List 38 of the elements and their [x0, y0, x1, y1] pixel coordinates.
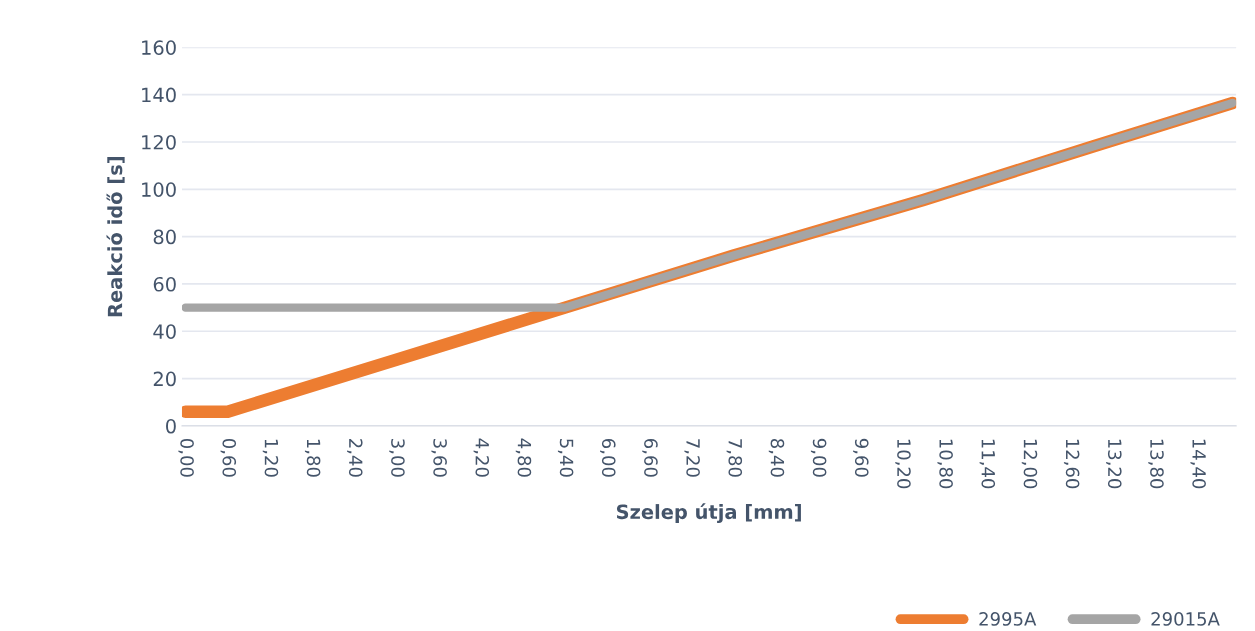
x-tick-label: 7,80: [726, 439, 743, 477]
x-tick-label: 5,40: [557, 439, 574, 477]
x-tick-label: 4,20: [473, 438, 490, 477]
x-tick-label: 13,20: [1106, 439, 1122, 489]
x-tick-label: 10,20: [895, 439, 911, 489]
x-tick-label: 0,60: [220, 438, 237, 477]
x-tick-label: 0,00: [178, 438, 194, 477]
y-tick-label: 160: [142, 40, 176, 55]
x-tick-label: 8,40: [768, 438, 785, 477]
x-tick-label: 1,80: [304, 439, 321, 477]
x-tick-label: 12,00: [1021, 439, 1038, 489]
x-tick-label: 9,60: [853, 438, 869, 477]
y-tick-label: 140: [142, 87, 176, 103]
x-tick-label: 6,60: [642, 438, 658, 477]
x-tick-label: 11,40: [979, 439, 996, 489]
x-tick-label: 2,40: [347, 439, 363, 477]
x-axis-title: Szelep útja [mm]: [616, 503, 801, 524]
x-tick-label: 12,60: [1063, 439, 1080, 489]
y-tick-label: 20: [153, 371, 176, 387]
x-tick-label: 10,80: [937, 439, 953, 489]
y-tick-label: 0: [166, 418, 176, 434]
y-tick-label: 120: [142, 134, 176, 150]
x-tick-label: 4,80: [515, 438, 532, 477]
x-tick-label: 9,00: [810, 438, 827, 477]
y-axis-title: Reakció idő [s]: [106, 157, 125, 317]
y-tick-label: 100: [142, 182, 176, 197]
y-tick-label: 80: [153, 229, 176, 245]
legend-label: 29015A: [1151, 612, 1220, 626]
y-tick-label: 40: [153, 324, 176, 339]
x-tick-label: 1,20: [262, 439, 279, 477]
legend-label: 2995A: [979, 612, 1037, 626]
x-tick-label: 3,00: [389, 439, 405, 477]
x-tick-label: 14,40: [1190, 439, 1206, 489]
x-tick-label: 7,20: [684, 439, 700, 477]
x-tick-label: 6,00: [600, 438, 616, 477]
x-tick-label: 13,80: [1148, 439, 1164, 489]
y-tick-label: 60: [153, 276, 176, 292]
x-tick-label: 3,60: [431, 439, 447, 477]
